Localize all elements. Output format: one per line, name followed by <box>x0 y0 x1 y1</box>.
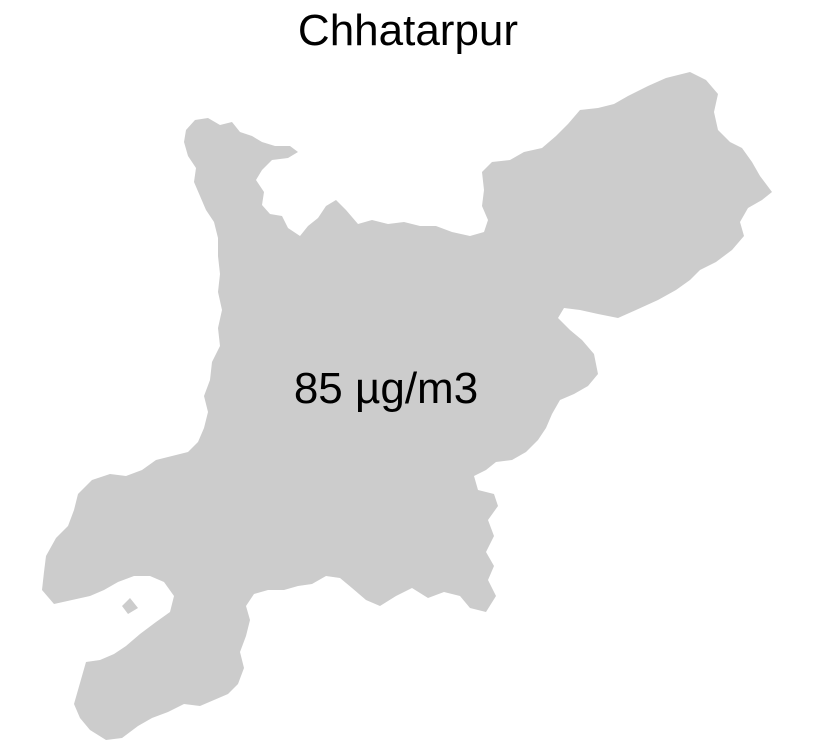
map-title: Chhatarpur <box>297 6 519 55</box>
district-value-label: 85 µg/m3 <box>293 364 479 413</box>
district-shape-chhatarpur <box>42 72 772 740</box>
